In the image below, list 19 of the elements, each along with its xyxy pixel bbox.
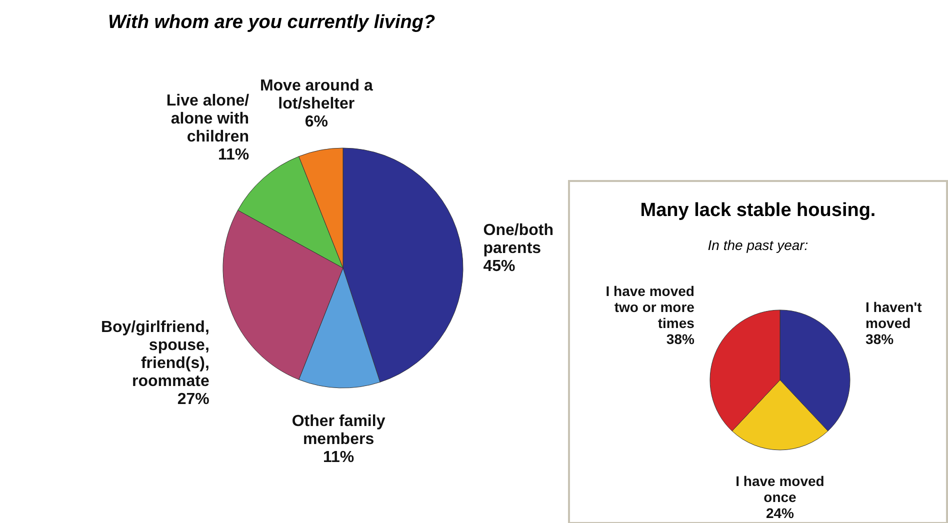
data-label: 24%	[766, 505, 795, 521]
slice-label: I haven't moved	[866, 299, 922, 332]
data-label: 38%	[866, 331, 894, 348]
slice-label: Move around a lot/shelter	[260, 78, 373, 113]
slice-label: I have moved once	[736, 473, 824, 505]
chart-subtitle: In the past year:	[706, 237, 810, 253]
slice-label: I have moved two or more times	[606, 283, 695, 332]
data-label: 27%	[177, 391, 210, 408]
slice-label: Live alone/ alone with children	[166, 92, 250, 146]
data-label: 45%	[483, 258, 516, 275]
slice-label: Boy/girlfriend, spouse, friend(s), roommate	[100, 319, 210, 390]
data-label: 6%	[304, 114, 328, 131]
slice-label: One/both parents	[483, 222, 554, 257]
data-label: 38%	[666, 331, 695, 348]
chart-title: With whom are you currently living?	[108, 12, 436, 34]
data-label: 11%	[322, 448, 354, 466]
data-label: 11%	[218, 146, 250, 164]
chart-title: Many lack stable housing.	[639, 200, 877, 222]
slice-label: Other family members	[292, 412, 386, 448]
